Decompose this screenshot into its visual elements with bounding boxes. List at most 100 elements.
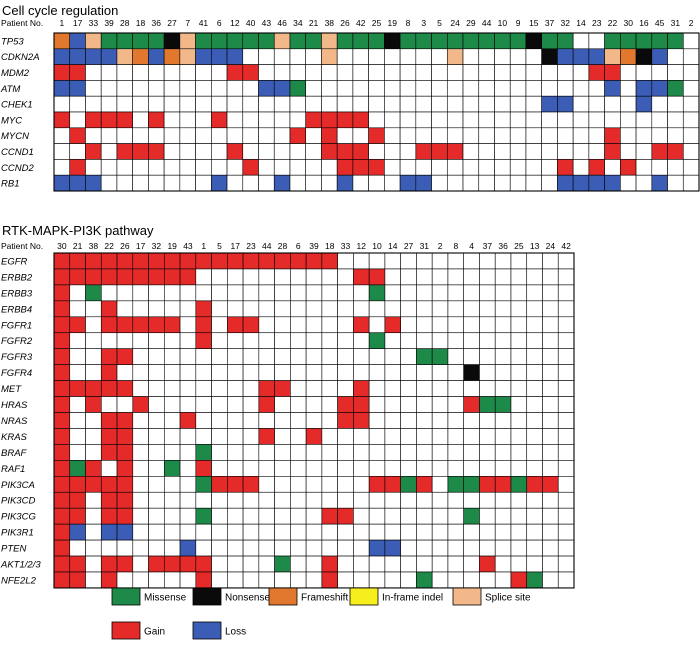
patient-header-label: Patient No. (1, 18, 43, 28)
cell-gain (384, 475, 401, 493)
cell-empty (69, 444, 86, 461)
cell-empty (353, 284, 370, 302)
cell-empty (164, 412, 181, 429)
cell-empty (258, 348, 275, 365)
cell-empty (557, 284, 575, 302)
cell-gain (116, 555, 134, 573)
cell-empty (305, 571, 323, 589)
cell-empty (258, 159, 275, 176)
cell-gain (368, 159, 385, 176)
cell-splice (321, 48, 338, 65)
gene-label: NRAS (1, 416, 28, 427)
cell-empty (85, 332, 102, 349)
gene-label: MET (1, 384, 22, 395)
cell-gain (227, 252, 244, 270)
cell-gain (148, 143, 165, 160)
cell-empty (132, 380, 149, 397)
cell-gain (416, 475, 433, 493)
cell-empty (431, 159, 448, 176)
patient-label: 31 (671, 18, 681, 28)
patient-label: 24 (450, 18, 460, 28)
cell-empty (557, 300, 575, 318)
cell-empty (509, 127, 527, 144)
cell-empty (463, 316, 480, 334)
cell-empty (179, 380, 197, 397)
cell-empty (557, 412, 575, 429)
cell-missense (289, 80, 307, 97)
cell-empty (542, 364, 559, 381)
cell-empty (368, 111, 385, 129)
cell-empty (667, 48, 684, 65)
cell-splice (179, 32, 196, 50)
cell-missense (305, 32, 322, 50)
patient-label: 46 (277, 18, 287, 28)
cell-empty (195, 80, 212, 97)
cell-empty (431, 460, 449, 477)
cell-empty (69, 396, 86, 413)
patient-label: 23 (246, 241, 256, 251)
cell-empty (179, 111, 196, 129)
cell-empty (399, 159, 417, 176)
cell-empty (479, 571, 496, 589)
cell-empty (305, 364, 323, 381)
cell-empty (164, 332, 181, 349)
cell-empty (211, 428, 228, 445)
cell-gain (321, 252, 338, 270)
cell-gain (100, 348, 118, 365)
cell-gain (116, 252, 134, 270)
patient-label: 39 (309, 241, 319, 251)
cell-empty (258, 412, 275, 429)
cell-empty (274, 364, 291, 381)
cell-empty (258, 364, 275, 381)
cell-empty (400, 332, 417, 349)
cell-loss (53, 80, 71, 97)
cell-empty (384, 348, 401, 365)
cell-empty (447, 380, 465, 397)
cell-empty (321, 460, 338, 477)
cell-gain (100, 300, 118, 318)
cell-empty (509, 95, 527, 113)
cell-empty (415, 127, 432, 144)
cell-empty (525, 48, 542, 65)
cell-empty (273, 127, 291, 144)
cell-empty (446, 64, 464, 81)
cell-empty (368, 95, 385, 113)
cell-gain (336, 159, 354, 176)
patient-header-label: Patient No. (1, 241, 43, 251)
patient-label: 18 (136, 18, 146, 28)
cell-empty (399, 143, 417, 160)
cell-gain (148, 316, 165, 334)
patient-label: 38 (325, 18, 335, 28)
patient-label: 30 (57, 241, 67, 251)
cell-gain (510, 571, 528, 589)
cell-empty (368, 523, 386, 541)
cell-gain (195, 300, 212, 318)
cell-empty (667, 127, 684, 144)
cell-empty (479, 460, 496, 477)
cell-empty (368, 571, 386, 589)
cell-empty (132, 539, 149, 557)
cell-empty (242, 80, 259, 97)
cell-empty (242, 300, 260, 318)
cell-empty (258, 460, 275, 477)
cell-empty (242, 95, 259, 113)
cell-empty (494, 460, 512, 477)
cell-empty (541, 159, 558, 176)
cell-empty (494, 316, 512, 334)
cell-empty (526, 300, 543, 318)
cell-empty (494, 507, 512, 525)
cell-empty (274, 268, 291, 286)
cell-missense (431, 348, 449, 365)
cell-empty (431, 412, 449, 429)
cell-empty (494, 174, 511, 192)
cell-missense (526, 571, 543, 589)
cell-empty (368, 396, 386, 413)
patient-label: 17 (73, 18, 83, 28)
cell-empty (337, 475, 354, 493)
gene-label: CCND1 (1, 147, 34, 158)
cell-missense (620, 32, 637, 50)
cell-empty (526, 348, 543, 365)
cell-empty (274, 332, 291, 349)
cell-empty (525, 127, 542, 144)
cell-empty (509, 48, 527, 65)
